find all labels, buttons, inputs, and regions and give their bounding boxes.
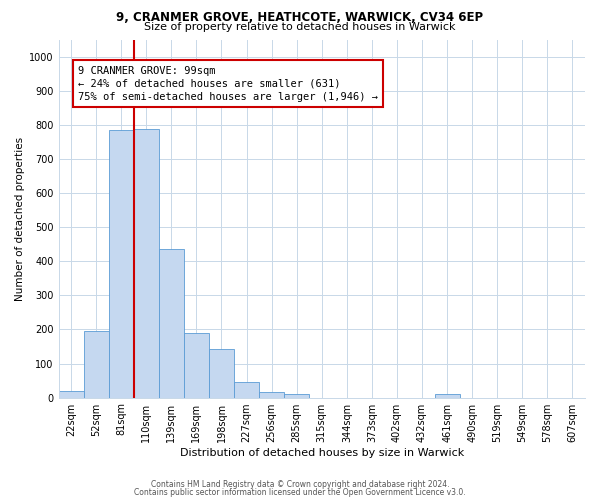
Text: Size of property relative to detached houses in Warwick: Size of property relative to detached ho… [144, 22, 456, 32]
Text: 9 CRANMER GROVE: 99sqm
← 24% of detached houses are smaller (631)
75% of semi-de: 9 CRANMER GROVE: 99sqm ← 24% of detached… [78, 66, 378, 102]
Bar [109, 130, 134, 398]
X-axis label: Distribution of detached houses by size in Warwick: Distribution of detached houses by size … [179, 448, 464, 458]
Bar [83, 331, 109, 398]
Text: Contains public sector information licensed under the Open Government Licence v3: Contains public sector information licen… [134, 488, 466, 497]
Bar [209, 349, 234, 398]
Bar [59, 392, 83, 398]
Y-axis label: Number of detached properties: Number of detached properties [15, 136, 25, 301]
Bar [434, 394, 460, 398]
Bar [234, 382, 259, 398]
Text: 9, CRANMER GROVE, HEATHCOTE, WARWICK, CV34 6EP: 9, CRANMER GROVE, HEATHCOTE, WARWICK, CV… [116, 11, 484, 24]
Bar [159, 250, 184, 398]
Bar [284, 394, 309, 398]
Text: Contains HM Land Registry data © Crown copyright and database right 2024.: Contains HM Land Registry data © Crown c… [151, 480, 449, 489]
Bar [184, 333, 209, 398]
Bar [259, 392, 284, 398]
Bar [134, 128, 159, 398]
